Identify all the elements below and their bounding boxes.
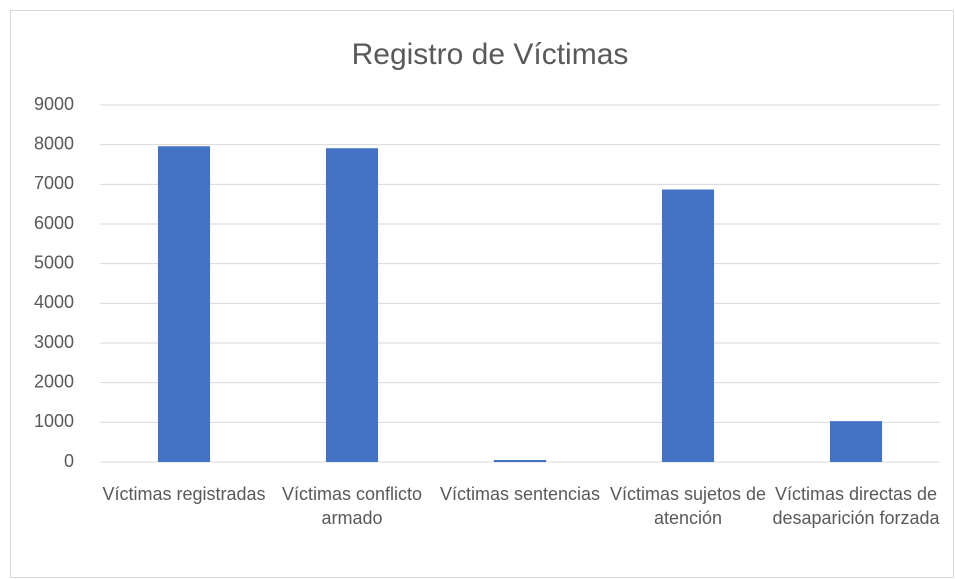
y-tick-label: 3000: [34, 332, 74, 352]
bar: [157, 146, 211, 462]
bar: [661, 189, 715, 463]
y-tick-label: 9000: [34, 94, 74, 114]
y-tick-label: 2000: [34, 371, 74, 391]
x-tick-label: Víctimas registradas: [102, 484, 266, 504]
x-tick-label: Víctimas directas de desaparición forzad…: [772, 484, 940, 528]
bar: [829, 421, 883, 462]
x-tick-label: Víctimas conflicto armado: [281, 484, 423, 528]
y-tick-label: 7000: [34, 173, 74, 193]
y-tick-label: 5000: [34, 252, 74, 272]
x-tick-label: Víctimas sentencias: [439, 484, 601, 504]
y-tick-label: 0: [64, 451, 74, 471]
x-tick-label: Víctimas sujetos de atención: [609, 484, 767, 528]
chart-title: Registro de Víctimas: [352, 38, 629, 71]
bar: [325, 148, 379, 462]
y-tick-label: 4000: [34, 292, 74, 312]
bar: [493, 460, 547, 462]
y-tick-label: 6000: [34, 213, 74, 233]
y-tick-label: 8000: [34, 133, 74, 153]
y-tick-label: 1000: [34, 411, 74, 431]
